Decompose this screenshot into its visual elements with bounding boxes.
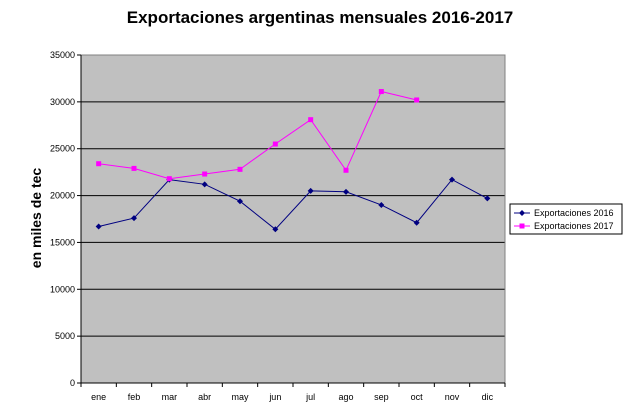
legend-label: Exportaciones 2017 [534,221,614,231]
x-tick-label-feb: feb [128,392,141,402]
y-axis-label: en miles de tec [28,168,44,269]
series-line [98,90,417,180]
y-tick-labels: 0 5000 10000 15000 20000 25000 30000 35000 [50,50,81,388]
x-tick-label-ene: ene [91,392,106,402]
x-tick-label-may: may [231,392,249,402]
data-point [307,187,314,194]
series-line [98,178,488,230]
legend-item-1: Exportaciones 2016 [514,208,614,218]
x-tick-label-abr: abr [198,392,211,402]
data-point [308,117,314,123]
data-point [237,198,243,205]
y-tick-label: 0 [70,378,75,388]
data-point [414,97,420,103]
legend-label: Exportaciones 2016 [534,208,614,218]
data-point [166,176,172,182]
x-tick-label-jun: jun [268,392,281,402]
legend-marker [519,223,525,229]
data-point [449,176,455,183]
data-point [413,219,420,226]
data-point [201,181,208,188]
series-group [95,89,491,233]
data-point [343,167,349,173]
y-tick-label: 35000 [50,50,75,60]
x-tick-label-sep: sep [374,392,389,402]
data-point [378,201,385,208]
data-point [272,141,278,147]
data-point [131,215,137,222]
x-tick-label-mar: mar [162,392,178,402]
plot-area [81,55,505,383]
x-tick-label-jul: jul [305,392,315,402]
series-1 [95,176,491,233]
data-point [96,161,102,167]
data-point [237,166,243,172]
y-tick-label: 15000 [50,237,75,247]
x-tick-label-nov: nov [445,392,460,402]
y-tick-label: 30000 [50,97,75,107]
data-point [272,226,279,233]
x-tick-labels: ene feb mar abr may jun jul ago sep oct nov dic [80,383,506,402]
legend-marker [519,210,525,216]
series-2 [96,89,420,182]
legend: Exportaciones 2016 Exportaciones 2017 [509,203,623,235]
legend-item-2: Exportaciones 2017 [514,221,614,231]
data-point [378,89,384,95]
data-point [131,165,137,171]
data-point [484,195,491,202]
legend-box [509,203,623,235]
x-tick-label-dic: dic [482,392,494,402]
data-point [95,223,102,230]
x-tick-label-ago: ago [338,392,353,402]
x-tick-label-oct: oct [411,392,424,402]
y-tick-label: 25000 [50,144,75,154]
chart-title: Exportaciones argentinas mensuales 2016-… [127,8,513,27]
data-point [343,188,349,195]
data-point [202,171,208,177]
y-tick-label: 10000 [50,284,75,294]
y-tick-label: 5000 [55,331,75,341]
y-tick-label: 20000 [50,191,75,201]
